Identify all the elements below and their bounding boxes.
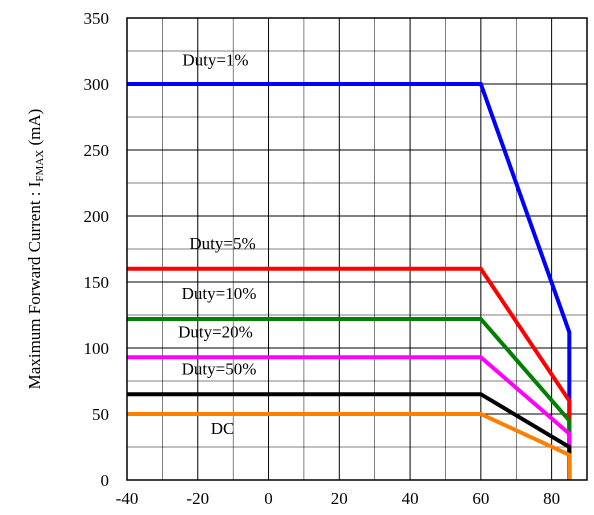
- y-tick-label: 250: [84, 141, 110, 160]
- y-tick-label: 300: [84, 75, 110, 94]
- series-label: Duty=20%: [178, 322, 253, 341]
- x-tick-label: 20: [331, 489, 348, 508]
- y-tick-label: 50: [92, 405, 109, 424]
- series-line: [127, 316, 572, 480]
- x-tick-label: -20: [186, 489, 209, 508]
- y-tick-labels: 0 50 100 150 200 250 300 350: [84, 9, 110, 490]
- series-label: Duty=50%: [182, 359, 257, 378]
- y-tick-label: 100: [84, 339, 110, 358]
- y-tick-label: 350: [84, 9, 110, 28]
- y-axis-label-unit: (mA): [25, 109, 44, 150]
- plot-frame: [126, 17, 588, 481]
- y-axis-label-main: Maximum Forward Current : I: [25, 181, 44, 389]
- series-lines: [127, 82, 572, 480]
- x-tick-label: 0: [264, 489, 273, 508]
- series-labels: Duty=1% Duty=5% Duty=10% Duty=20% Duty=50% DC: [178, 51, 256, 438]
- x-tick-labels: -40 -20 0 20 40 60 80: [116, 489, 560, 508]
- x-tick-label: -40: [116, 489, 139, 508]
- series-line: [127, 412, 572, 480]
- y-tick-label: 200: [84, 207, 110, 226]
- y-tick-label: 150: [84, 273, 110, 292]
- x-tick-label: 60: [472, 489, 489, 508]
- series-label: Duty=5%: [189, 234, 255, 253]
- x-tick-label: 80: [543, 489, 560, 508]
- y-axis-label-subscript: FMAX: [34, 150, 46, 182]
- y-tick-label: 0: [101, 471, 110, 490]
- y-axis-label: Maximum Forward Current : IFMAX (mA): [25, 109, 46, 390]
- x-tick-label: 40: [402, 489, 419, 508]
- series-label: Duty=1%: [182, 51, 248, 70]
- series-label: DC: [211, 419, 235, 438]
- series-label: Duty=10%: [182, 284, 257, 303]
- series-line: [127, 392, 572, 480]
